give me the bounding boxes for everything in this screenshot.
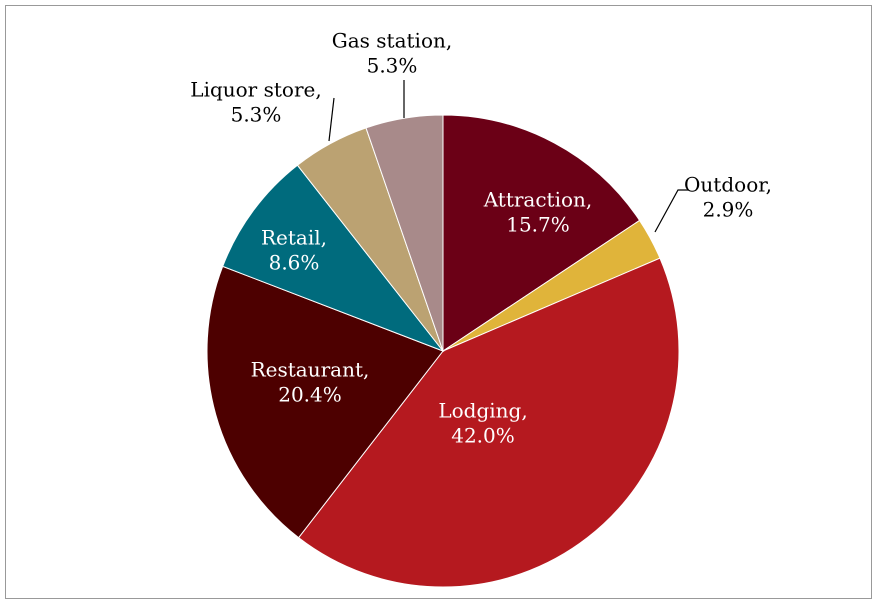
slice-label: Outdoor, [684,173,772,197]
pie-slice [442,114,641,352]
slice-label: Retail, [261,226,327,250]
slice-value-label: 8.6% [269,251,320,275]
slice-value-label: 5.3% [367,54,418,78]
slice-label: Gas station, [332,29,452,53]
slice-value-label: 20.4% [278,383,342,407]
slice-value-label: 5.3% [231,103,282,127]
slice-label: Restaurant, [251,358,370,382]
slice-label: Liquor store, [190,78,321,102]
leader-line [328,97,335,142]
slice-value-label: 15.7% [506,213,570,237]
pie-slice [222,164,445,353]
pie-slice [297,257,680,588]
pie-slice [206,265,444,539]
slice-label: Lodging, [438,399,527,423]
slice-value-label: 42.0% [451,424,515,448]
leader-line [654,189,688,233]
slice-value-label: 2.9% [703,198,754,222]
pie-slice [365,114,444,352]
slice-label: Attraction, [483,188,593,212]
